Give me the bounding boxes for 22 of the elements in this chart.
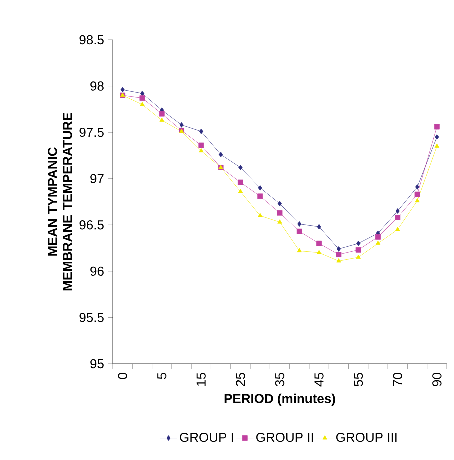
x-tick-label: 90 — [432, 373, 442, 386]
legend-label: GROUP II — [256, 432, 314, 442]
x-axis-title: PERIOD (minutes) — [224, 394, 336, 406]
x-tick-label: 45 — [314, 373, 324, 387]
y-tick-label: 97.5 — [80, 128, 104, 138]
x-tick-label: 70 — [393, 373, 402, 386]
y-tick-label: 98.5 — [80, 35, 104, 45]
x-tick-label: 5 — [158, 373, 167, 380]
x-tick-label: 0 — [118, 373, 128, 380]
y-tick-label: 96.5 — [80, 220, 104, 230]
y-axis-title: MEAN TYMPANIC MEMBRANE TEMPERATURE — [48, 113, 72, 291]
y-tick-label: 97 — [90, 174, 104, 184]
x-tick-label: 25 — [236, 373, 246, 386]
y-tick-label: 95 — [90, 359, 104, 369]
y-tick-label: 95.5 — [80, 313, 104, 322]
legend-label: GROUP I — [180, 432, 234, 442]
y-tick-label: 96 — [90, 266, 104, 276]
legend-label: GROUP III — [336, 432, 397, 442]
y-tick-label: 98 — [90, 82, 104, 91]
x-tick-label: 55 — [354, 373, 364, 386]
x-tick-label: 15 — [196, 373, 206, 386]
x-tick-label: 35 — [275, 373, 285, 386]
